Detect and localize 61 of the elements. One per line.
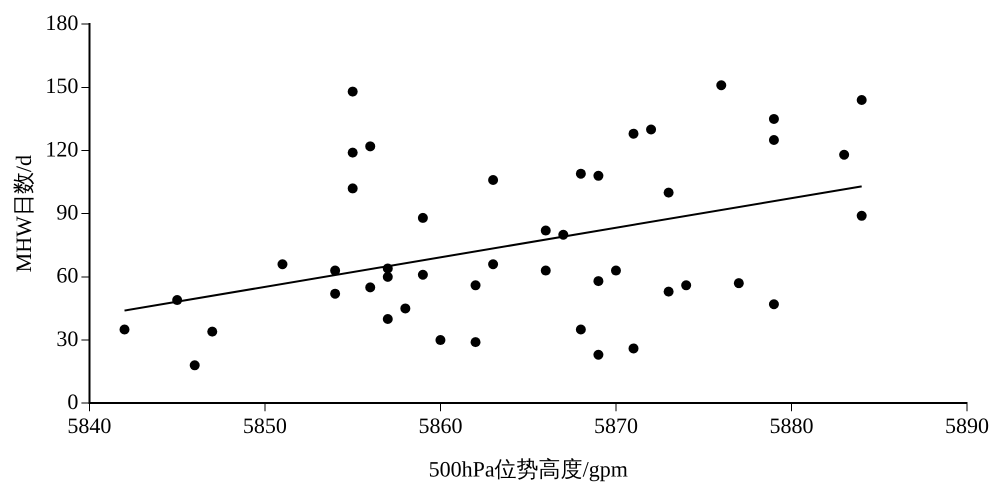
point	[348, 183, 358, 194]
y-tick-label: 0	[67, 388, 78, 414]
point	[382, 263, 393, 274]
point	[540, 226, 551, 236]
point	[768, 135, 779, 146]
y-tick-label: 90	[56, 199, 78, 224]
point	[768, 299, 779, 310]
point	[716, 80, 726, 90]
point	[593, 170, 604, 181]
point	[400, 303, 410, 314]
point	[418, 270, 428, 280]
point	[839, 150, 850, 160]
point	[470, 280, 481, 290]
point	[610, 266, 621, 276]
point	[172, 295, 182, 306]
point	[382, 314, 393, 324]
point	[593, 276, 604, 286]
point	[681, 280, 692, 290]
point	[628, 343, 639, 354]
point	[628, 128, 639, 139]
point	[190, 360, 200, 370]
point	[593, 350, 604, 360]
point	[418, 212, 428, 223]
point	[768, 114, 779, 124]
point	[120, 324, 130, 335]
point	[558, 230, 568, 240]
point	[382, 272, 393, 282]
y-tick-label: 150	[45, 73, 78, 98]
point	[277, 259, 288, 270]
point	[664, 286, 674, 297]
point	[734, 278, 744, 288]
point	[540, 266, 551, 276]
point	[348, 86, 358, 97]
point	[330, 266, 340, 276]
point	[435, 335, 446, 346]
point	[856, 210, 867, 221]
point	[488, 175, 498, 186]
x-tick-label: 5850	[242, 413, 287, 438]
point	[330, 288, 340, 299]
point	[576, 324, 586, 335]
x-tick-label: 5890	[945, 413, 989, 438]
y-axis-title: MHW日数/d	[10, 155, 36, 272]
x-tick-label: 5880	[769, 413, 814, 438]
point	[365, 282, 376, 292]
point	[207, 326, 218, 337]
y-tick-label: 30	[56, 326, 78, 351]
point	[470, 337, 481, 348]
point	[576, 168, 586, 179]
x-tick-label: 5840	[67, 413, 112, 438]
point	[365, 141, 376, 152]
point	[488, 259, 498, 270]
y-tick-label: 60	[56, 262, 78, 288]
x-tick-label: 5870	[594, 413, 638, 438]
x-axis-title: 500hPa位势高度/gpm	[428, 456, 628, 482]
y-tick-label: 180	[45, 10, 78, 35]
x-tick-label: 5860	[418, 413, 462, 438]
point	[348, 148, 358, 158]
y-tick-label: 120	[45, 136, 78, 162]
point	[856, 95, 867, 105]
point	[646, 124, 656, 134]
point	[664, 188, 674, 198]
